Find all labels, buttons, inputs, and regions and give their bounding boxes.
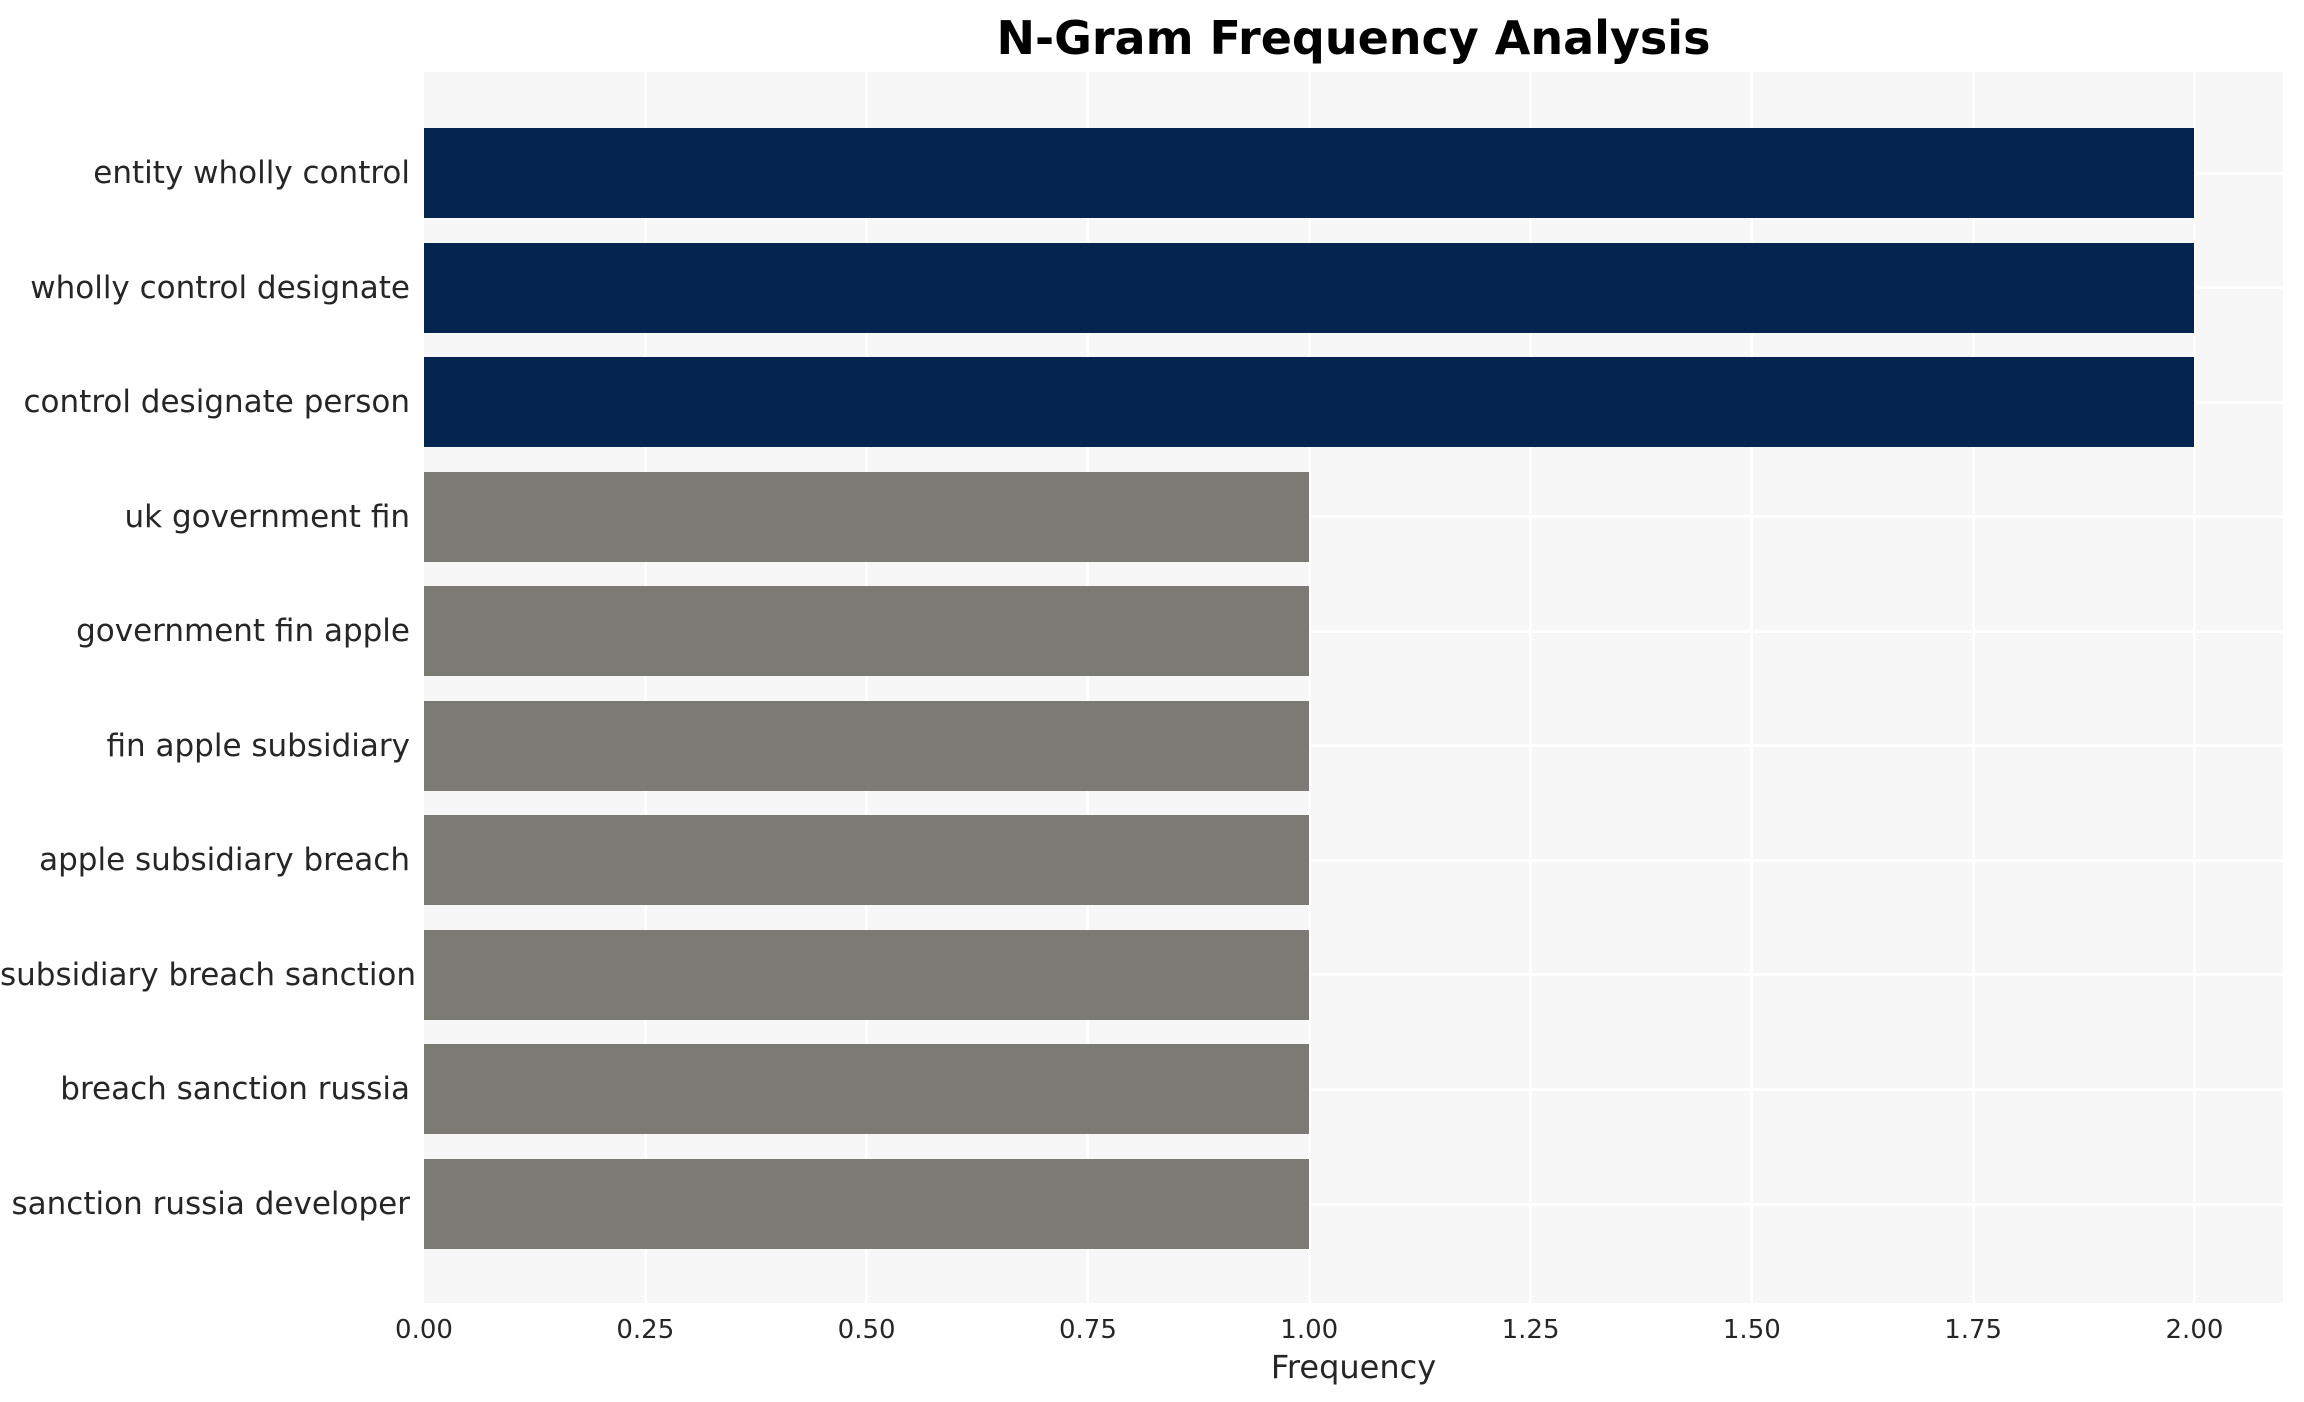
x-tick-label: 1.25 [1501,1315,1560,1345]
horizontal-gridline [424,629,2283,633]
y-tick-label: sanction russia developer [11,1186,410,1222]
x-tick-label: 1.75 [1944,1315,2003,1345]
bar [424,1159,1310,1249]
x-tick-label: 0.00 [395,1315,453,1345]
plot-area [424,72,2283,1303]
x-tick-label: 0.75 [1058,1315,1117,1345]
horizontal-gridline [424,973,2283,977]
y-tick-label: government fin apple [76,613,410,650]
horizontal-gridline [424,858,2283,862]
y-tick-label: subsidiary breach sanction [0,956,417,993]
y-tick-label: fin apple subsidiary [106,727,410,764]
vertical-gridline [1529,72,1533,1303]
horizontal-gridline [424,1202,2283,1206]
chart-title: N-Gram Frequency Analysis [996,11,1711,65]
vertical-gridline [865,72,869,1303]
bar [424,128,2195,218]
vertical-gridline [2192,72,2196,1303]
x-tick-label: 0.25 [616,1315,675,1345]
vertical-gridline [1971,72,1975,1303]
x-tick-label: 0.50 [837,1315,896,1345]
bar [424,700,1310,791]
y-tick-label: wholly control designate [30,269,410,306]
x-tick-label: 1.00 [1280,1315,1339,1345]
bar [424,471,1310,562]
vertical-gridline [1307,72,1311,1303]
y-tick-label: uk government fin [124,498,410,535]
horizontal-gridline [424,515,2283,519]
y-tick-label: breach sanction russia [60,1071,410,1108]
y-tick-label: control designate person [23,384,411,421]
y-tick-label: apple subsidiary breach [39,842,410,879]
horizontal-gridline [424,1087,2283,1091]
horizontal-gridline [424,744,2283,748]
bar [424,242,2195,333]
bar [424,1044,1310,1135]
vertical-gridline [1750,72,1754,1303]
x-tick-label: 1.50 [1722,1315,1781,1345]
x-tick-label: 2.00 [2165,1315,2224,1345]
bar [424,815,1310,906]
x-axis-label: Frequency [1270,1348,1437,1386]
vertical-gridline [643,72,647,1303]
bar [424,586,1310,677]
bar [424,357,2195,448]
bar [424,929,1310,1020]
vertical-gridline [1086,72,1090,1303]
y-tick-label: entity wholly control [93,155,410,191]
